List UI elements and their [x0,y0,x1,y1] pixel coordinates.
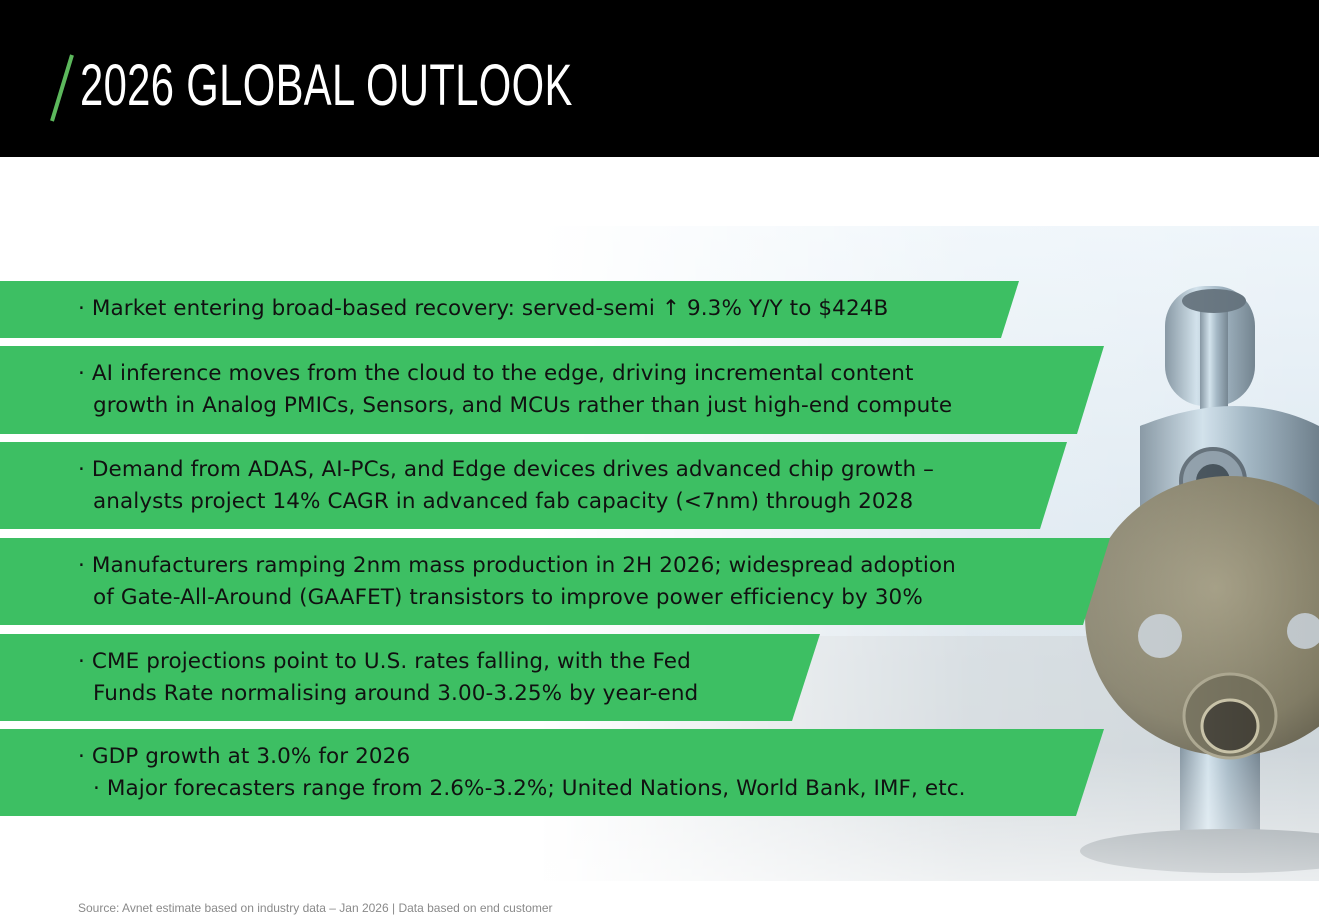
bullet-line: Funds Rate normalising around 3.00-3.25%… [93,681,699,706]
bullet-text: · AI inference moves from the cloud to t… [78,358,952,422]
bullet-line: · Demand from ADAS, AI-PCs, and Edge dev… [78,457,935,482]
bullet-line: analysts project 14% CAGR in advanced fa… [93,489,914,514]
bullet-line: · CME projections point to U.S. rates fa… [78,649,691,674]
bullet-text: · CME projections point to U.S. rates fa… [78,646,698,710]
bullet-line: · Market entering broad-based recovery: … [78,296,889,321]
bullet-line: of Gate-All-Around (GAAFET) transistors … [93,585,923,610]
bullet-text: · GDP growth at 3.0% for 2026 · Major fo… [78,741,966,805]
bullet-line: growth in Analog PMICs, Sensors, and MCU… [93,393,953,418]
bullet-band-4: · Manufacturers ramping 2nm mass product… [0,538,1110,625]
bullet-text: · Demand from ADAS, AI-PCs, and Edge dev… [78,454,934,518]
bullet-line: · AI inference moves from the cloud to t… [78,361,914,386]
header-bar: 2026 GLOBAL OUTLOOK [0,0,1319,157]
bullet-text: · Manufacturers ramping 2nm mass product… [78,550,956,614]
bullet-line: · GDP growth at 3.0% for 2026 [78,744,411,769]
bullet-band-1: · Market entering broad-based recovery: … [0,281,1019,338]
page-title: 2026 GLOBAL OUTLOOK [80,53,573,118]
bullet-band-6: · GDP growth at 3.0% for 2026 · Major fo… [0,729,1104,816]
title-slash-accent [50,54,74,122]
bullet-band-5: · CME projections point to U.S. rates fa… [0,634,820,721]
bullet-text: · Market entering broad-based recovery: … [78,293,888,325]
sub-bullet-line: · Major forecasters range from 2.6%-3.2%… [93,776,966,801]
source-footnote: Source: Avnet estimate based on industry… [78,901,553,915]
bullet-line: · Manufacturers ramping 2nm mass product… [78,553,956,578]
bullet-band-3: · Demand from ADAS, AI-PCs, and Edge dev… [0,442,1067,529]
bullet-band-2: · AI inference moves from the cloud to t… [0,346,1104,434]
